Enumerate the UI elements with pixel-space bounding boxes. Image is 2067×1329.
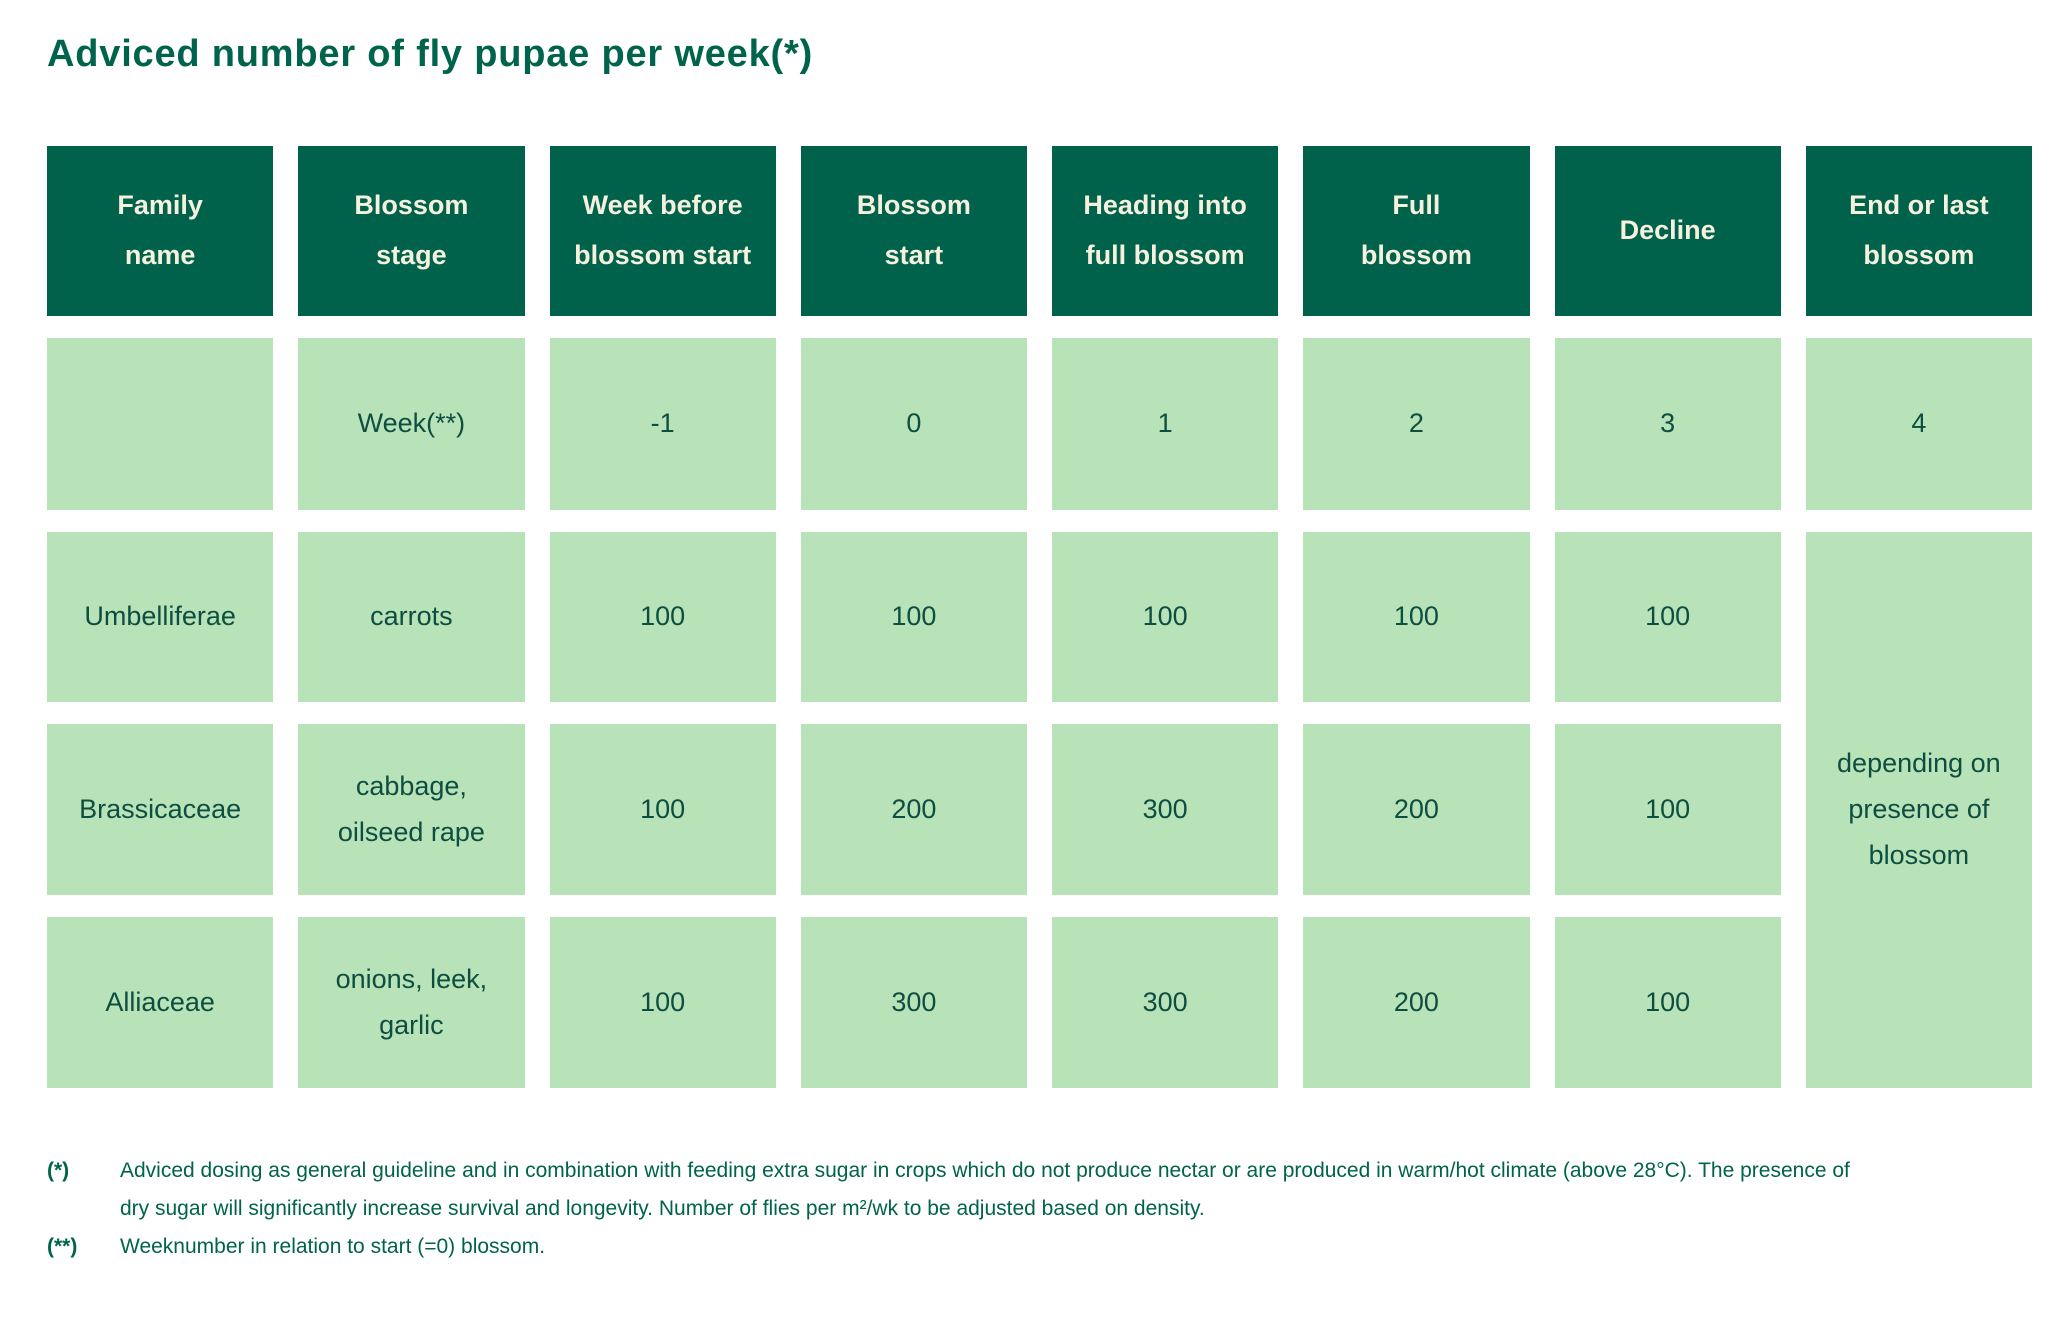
empty-cell [47, 338, 274, 510]
stage-cell: cabbage, oilseed rape [298, 724, 525, 895]
value-cell: 300 [1052, 724, 1279, 895]
col-header-heading-into-full-blossom: Heading into full blossom [1052, 146, 1279, 316]
value-cell: 300 [1052, 917, 1279, 1088]
col-header-full-blossom: Full blossom [1303, 146, 1530, 316]
page: Adviced number of fly pupae per week(*) … [0, 30, 2067, 1329]
value-cell: 100 [549, 724, 776, 895]
stage-cell: carrots [298, 532, 525, 702]
value-cell: 100 [549, 917, 776, 1088]
value-cell: 300 [800, 917, 1027, 1088]
footnotes: (*) Adviced dosing as general guideline … [47, 1152, 1857, 1266]
value-cell: 100 [1554, 917, 1781, 1088]
pupae-dosing-table: Family name Blossom stage Week before bl… [47, 146, 2032, 1088]
col-header-decline: Decline [1554, 146, 1781, 316]
value-cell: 100 [1554, 532, 1781, 702]
week-value-cell: 1 [1052, 338, 1279, 510]
week-label-cell: Week(**) [298, 338, 525, 510]
col-header-week-before-blossom-start: Week before blossom start [549, 146, 776, 316]
footnote-asterisk: (*) Adviced dosing as general guideline … [47, 1152, 1857, 1228]
value-cell: 100 [1303, 532, 1530, 702]
footnote-marker: (*) [47, 1159, 70, 1182]
value-cell: 100 [1052, 532, 1279, 702]
family-cell: Brassicaceae [47, 724, 274, 895]
value-cell: 200 [800, 724, 1027, 895]
family-cell: Alliaceae [47, 917, 274, 1088]
value-cell: 200 [1303, 724, 1530, 895]
value-cell: 100 [549, 532, 776, 702]
week-value-cell: 3 [1554, 338, 1781, 510]
family-cell: Umbelliferae [47, 532, 274, 702]
value-cell: 100 [800, 532, 1027, 702]
footnote-double-asterisk: (**) Weeknumber in relation to start (=0… [47, 1228, 1857, 1266]
week-value-cell: 4 [1805, 338, 2032, 510]
footnote-marker: (**) [47, 1235, 78, 1258]
footnote-text: Weeknumber in relation to start (=0) blo… [120, 1235, 546, 1258]
week-value-cell: 2 [1303, 338, 1530, 510]
col-header-end-or-last-blossom: End or last blossom [1805, 146, 2032, 316]
footnote-text: Adviced dosing as general guideline and … [120, 1159, 1850, 1220]
col-header-family-name: Family name [47, 146, 274, 316]
col-header-blossom-stage: Blossom stage [298, 146, 525, 316]
page-title: Adviced number of fly pupae per week(*) [47, 33, 814, 75]
stage-cell: onions, leek, garlic [298, 917, 525, 1088]
value-cell: 100 [1554, 724, 1781, 895]
value-cell: 200 [1303, 917, 1530, 1088]
week-value-cell: -1 [549, 338, 776, 510]
week-value-cell: 0 [800, 338, 1027, 510]
col-header-blossom-start: Blossom start [800, 146, 1027, 316]
blossom-dependency-note-cell: depending on presence of blossom [1805, 532, 2032, 1088]
